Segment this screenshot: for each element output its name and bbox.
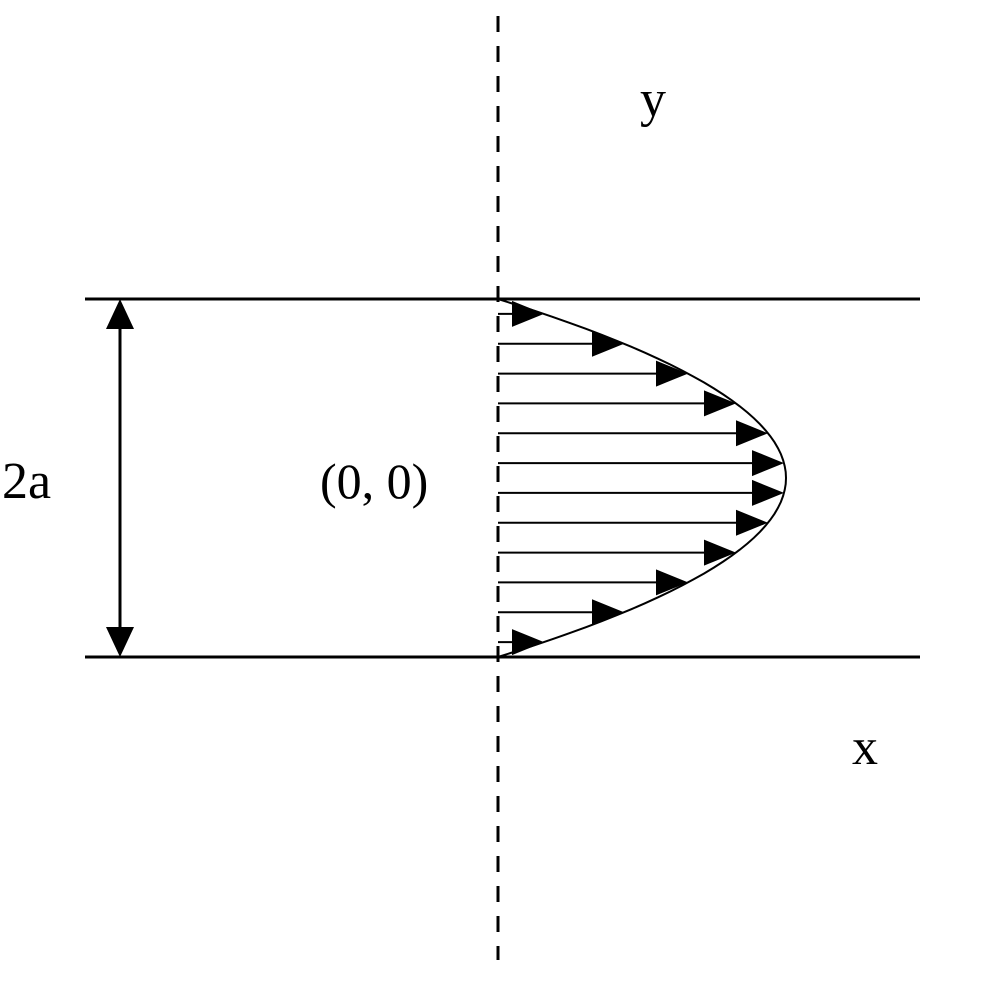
diagram-stage: y x (0, 0) 2a [0,0,1000,981]
axis-label-x: x [852,718,878,777]
dimension-arrow-down [106,627,134,657]
velocity-arrow-head-d5 [592,599,624,625]
velocity-arrow-head-u6 [512,301,544,327]
velocity-arrow-head-u5 [592,331,624,357]
velocity-arrow-head-d6 [512,629,544,655]
dimension-label-2a: 2a [2,452,51,511]
velocity-arrow-head-d1 [752,480,784,506]
dimension-arrow-up [106,299,134,329]
origin-label: (0, 0) [320,452,428,510]
axis-label-y: y [640,70,666,129]
velocity-arrow-head-u1 [752,450,784,476]
velocity-arrow-head-u3 [704,390,736,416]
velocity-arrow-head-u2 [736,420,768,446]
diagram-svg [0,0,1000,981]
velocity-arrow-head-d3 [704,540,736,566]
velocity-arrow-head-d2 [736,510,768,536]
velocity-profile-curve [498,299,786,657]
